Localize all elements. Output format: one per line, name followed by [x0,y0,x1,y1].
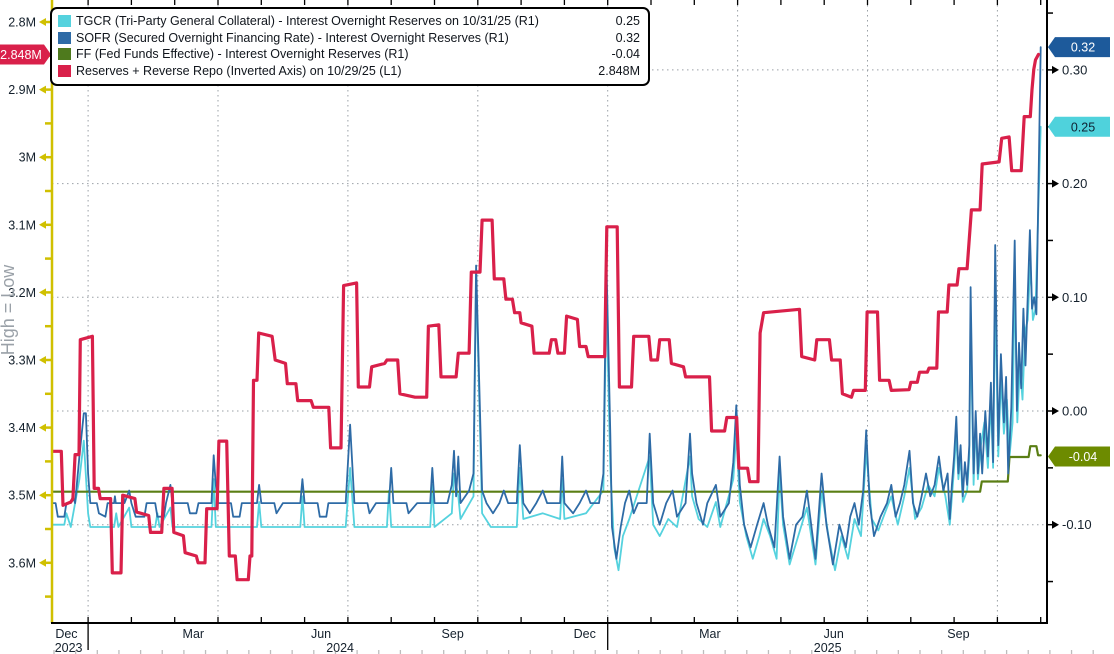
series-line-sofr [52,46,1042,566]
right-tick-arrow [1052,179,1059,188]
legend-swatch-rrp [58,64,71,77]
axis-badges: 2.848M 0.32 0.25 -0.04 [0,37,1110,467]
right-tick-arrow [1052,407,1059,415]
legend-value-ff: -0.04 [611,47,641,62]
x-month-label: Jun [824,627,844,641]
x-year-label: 2024 [326,641,354,654]
x-month-label: Sep [947,627,969,641]
legend-row-sofr[interactable]: SOFR (Secured Overnight Financing Rate) … [58,30,640,47]
x-month-label: Sep [442,627,464,641]
left-axis-badge-reserves-shape [0,44,51,65]
legend-swatch-tgcr [58,15,71,28]
gridlines [52,0,1047,623]
right-axis-badge-025-shape [1048,116,1110,137]
right-axis-label: 0.20 [1062,176,1087,191]
right-tick-arrow [1052,293,1059,302]
left-axis-label: 3.2M [8,286,36,300]
right-axis: 0.30 0.20 0.10 0.00 -0.10 [1047,12,1092,583]
left-axis: 2.8M 2.9M 3M 3.1M 3.2M 3.3M 3.4M 3.5M 3.6M High =… [0,16,52,598]
right-axis-label: -0.10 [1062,517,1092,532]
legend-label-sofr: SOFR (Secured Overnight Financing Rate) … [76,30,509,45]
left-tick-arrow [39,220,46,229]
x-month-label: Mar [699,627,721,641]
legend-label-ff: FF (Fed Funds Effective) - Interest Over… [76,47,409,62]
right-tick-arrow [1052,520,1059,529]
legend-value-rrp: 2.848M [598,63,640,78]
left-axis-badge-reserves-text: 2.848M [0,48,42,62]
x-year-label: 2025 [814,641,842,654]
left-axis-label: 3.4M [8,421,36,435]
left-axis-label: 3.6M [8,556,36,570]
right-axis-label: 0.00 [1062,404,1087,419]
legend-label-rrp: Reserves + Reverse Repo (Inverted Axis) … [76,63,402,78]
x-month-label: Dec [55,627,77,641]
right-axis-badge-032-text: 0.32 [1071,41,1095,55]
legend-value-sofr: 0.32 [615,30,640,45]
right-axis-badge-004-text: -0.04 [1069,450,1098,464]
x-month-label: Mar [183,627,205,641]
left-axis-label: 3.5M [8,489,36,503]
x-month-label: Dec [574,627,596,641]
right-tick-arrow [1052,65,1059,74]
legend-value-tgcr: 0.25 [615,14,640,29]
right-axis-badge-004-shape [1048,446,1110,467]
left-tick-arrow [39,356,46,364]
right-axis-badge-025-text: 0.25 [1071,120,1095,134]
left-axis-label: 3.1M [8,218,36,232]
series-line-reserves-reverse-repo [52,52,1041,582]
left-axis-label: 2.8M [8,16,36,30]
right-axis-label: 0.10 [1062,290,1087,305]
left-tick-arrow [39,153,46,162]
left-axis-title: High = Low [0,264,18,356]
left-tick-arrow [39,558,46,567]
series-line-ff [52,445,1042,493]
x-month-label: Jun [311,627,331,641]
x-year-label: 2023 [55,641,83,654]
left-axis-label: 3M [19,151,36,165]
left-axis-label: 3.3M [8,354,36,368]
left-tick-arrow [39,491,46,500]
left-tick-arrow [39,423,46,432]
left-tick-arrow [39,288,46,297]
legend-swatch-sofr [58,31,71,44]
legend-row-tgcr[interactable]: TGCR (Tri-Party General Collateral) - In… [58,13,640,30]
left-axis-label: 2.9M [8,83,36,97]
legend-box: TGCR (Tri-Party General Collateral) - In… [50,7,650,86]
legend-swatch-ff [58,48,71,61]
right-axis-label: 0.30 [1062,62,1087,77]
legend-row-rrp[interactable]: Reserves + Reverse Repo (Inverted Axis) … [58,63,640,80]
right-axis-badge-032-shape [1048,37,1110,58]
left-tick-arrow [39,18,46,26]
legend-label-tgcr: TGCR (Tri-Party General Collateral) - In… [76,14,539,29]
x-axis: Dec Mar Jun Sep Dec Mar Jun Sep 2023 2024 2025 [53,0,1094,654]
series-group [52,46,1042,582]
left-tick-arrow [39,85,46,94]
legend-row-ff[interactable]: FF (Fed Funds Effective) - Interest Over… [58,46,640,63]
